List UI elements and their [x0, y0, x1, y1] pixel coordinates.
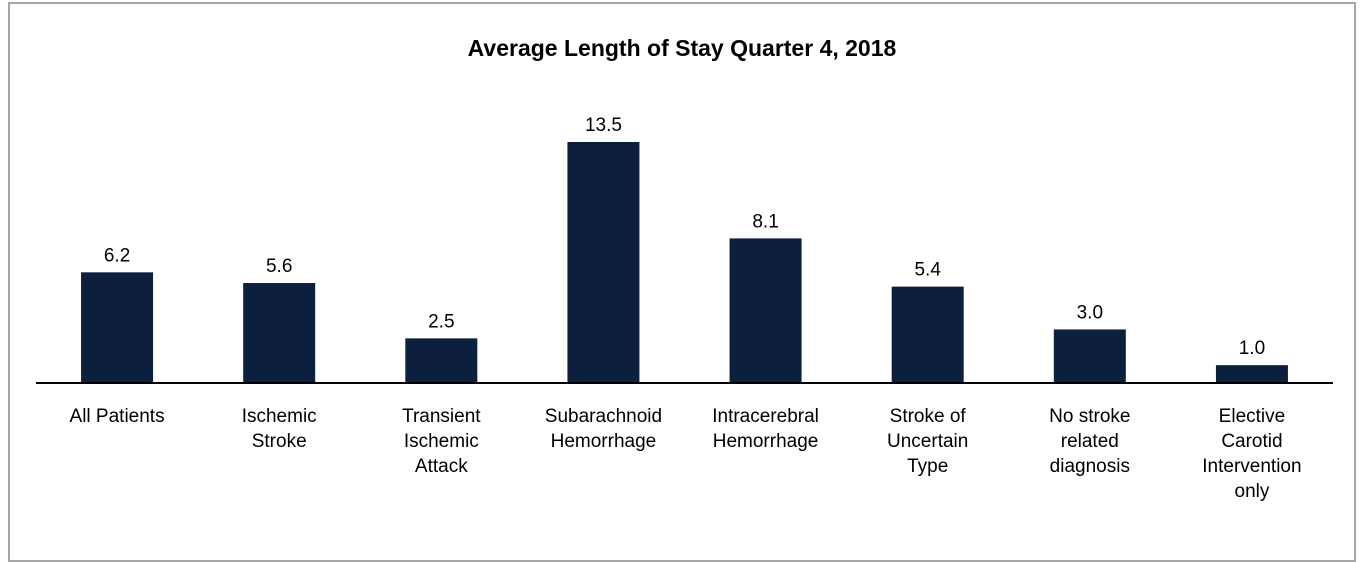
x-tick-label: Ischemic Stroke — [241, 406, 317, 452]
x-tick-label: All Patients — [69, 406, 165, 427]
data-label: 1.0 — [1239, 338, 1265, 359]
bar — [567, 142, 640, 383]
page: Average Length of Stay Quarter 4, 2018 6… — [8, 2, 1356, 562]
data-label: 3.0 — [1077, 302, 1103, 323]
bar — [1053, 329, 1126, 383]
bar — [891, 286, 964, 383]
bar — [243, 283, 316, 383]
data-label: 13.5 — [585, 115, 622, 136]
data-label: 8.1 — [752, 211, 778, 232]
bar — [729, 238, 802, 383]
x-tick-label: Intracerebral Hemorrhage — [712, 406, 819, 452]
x-tick-label: No stroke related diagnosis — [1049, 406, 1131, 477]
x-tick-label: Subarachnoid Hemorrhage — [544, 406, 663, 452]
x-tick-label: Transient Ischemic Attack — [402, 406, 481, 477]
bar — [405, 338, 478, 383]
chart: Average Length of Stay Quarter 4, 2018 6… — [36, 35, 1333, 384]
bar — [81, 272, 154, 383]
chart-title: Average Length of Stay Quarter 4, 2018 — [468, 35, 897, 61]
data-label: 5.4 — [914, 260, 941, 281]
data-label: 2.5 — [428, 311, 454, 332]
data-label: 5.6 — [266, 256, 292, 277]
bar — [1215, 365, 1288, 383]
data-label: 6.2 — [104, 245, 130, 266]
x-tick-label: Elective Carotid Intervention only — [1202, 406, 1302, 502]
x-tick-label: Stroke of Uncertain Type — [887, 406, 969, 477]
